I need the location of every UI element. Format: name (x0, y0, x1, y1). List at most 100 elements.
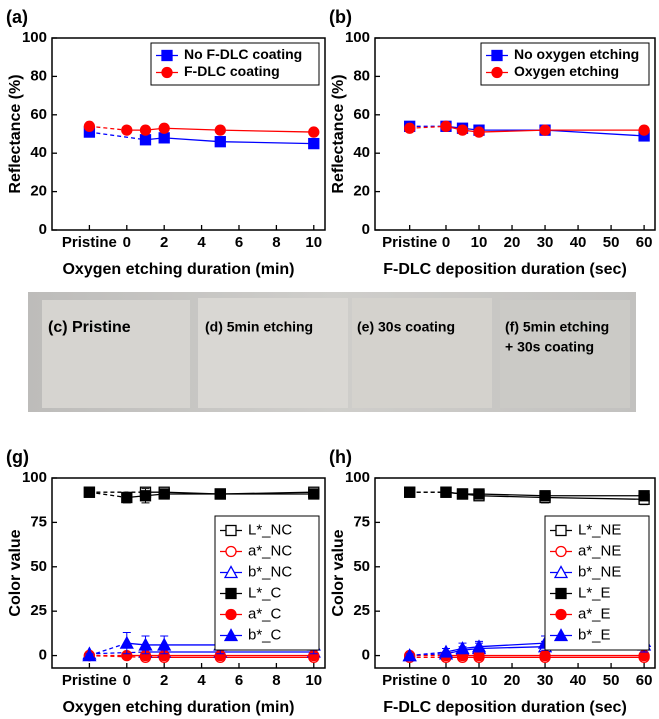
x-tick-label: 4 (197, 672, 206, 689)
x-tick-label: Pristine (382, 234, 437, 251)
chart: (a) Oxygen etching duration (min) Reflecta… (6, 7, 326, 278)
y-tick-label: 0 (362, 221, 370, 238)
panel-label: (a) (6, 7, 28, 27)
photo-label: (c) Pristine (48, 319, 131, 336)
marker (404, 122, 416, 134)
plot-frame (51, 37, 326, 231)
x-tick-label: 6 (235, 234, 243, 251)
series-line (409, 651, 447, 657)
legend-marker (555, 608, 567, 621)
y-axis-label: Color value (330, 529, 347, 616)
legend-marker (491, 66, 503, 79)
legend-marker (555, 524, 567, 537)
y-tick-label: 25 (353, 602, 370, 619)
series-line (409, 125, 447, 129)
x-tick-label: 8 (272, 672, 280, 689)
marker (138, 637, 153, 651)
series-line (89, 491, 127, 499)
y-tick-label: 80 (30, 67, 47, 84)
legend-label: L*_E (578, 584, 611, 601)
x-tick-label: 40 (570, 672, 587, 689)
x-tick-label: 10 (305, 672, 322, 689)
x-axis-label: Oxygen etching duration (min) (62, 261, 294, 278)
x-tick-label: 2 (160, 672, 168, 689)
marker (638, 490, 650, 502)
photo-label: (e) 30s coating (357, 319, 455, 335)
legend-marker (225, 608, 237, 621)
legend-label: Oxygen etching (514, 63, 619, 79)
y-tick-label: 50 (30, 558, 47, 575)
legend-marker (555, 587, 567, 600)
marker (456, 124, 469, 136)
x-tick-label: 2 (160, 234, 168, 251)
legend-label: F-DLC coating (184, 63, 280, 79)
marker (82, 648, 97, 662)
y-tick-label: 75 (30, 513, 47, 530)
y-tick-label: 25 (30, 602, 47, 619)
marker (539, 649, 551, 662)
marker (214, 136, 226, 148)
photo-label: + 30s coating (505, 339, 594, 355)
marker (158, 122, 170, 134)
y-tick-label: 80 (353, 67, 370, 84)
y-tick-label: 75 (353, 513, 370, 530)
legend-marker (161, 66, 173, 79)
plot-frame (51, 477, 326, 669)
legend-marker (225, 545, 237, 558)
marker (214, 488, 226, 500)
y-tick-label: 0 (362, 647, 370, 664)
legend-label: a*_NE (578, 542, 621, 559)
marker (119, 635, 134, 649)
series-line (409, 653, 447, 657)
legend-marker (491, 49, 503, 62)
y-tick-label: 60 (30, 106, 47, 123)
legend-marker (555, 545, 567, 558)
x-tick-label: 50 (603, 234, 620, 251)
marker (473, 488, 485, 500)
legend-label: a*_E (578, 605, 611, 622)
chart: (g) Oxygen etching duration (min) Color va… (6, 447, 326, 716)
marker (139, 134, 152, 146)
photo-label: (f) 5min etching (505, 319, 609, 335)
legend-box (214, 515, 320, 651)
panel-label: (h) (329, 447, 352, 467)
chart: (h) F-DLC deposition duration (sec) Color … (329, 447, 656, 716)
marker (308, 126, 320, 138)
x-tick-label: 8 (272, 234, 280, 251)
legend-marker (225, 524, 237, 537)
marker (158, 132, 170, 144)
sample-sheet (352, 298, 492, 408)
x-tick-label: 0 (123, 672, 131, 689)
y-tick-label: 100 (345, 29, 370, 46)
series-line (145, 137, 314, 145)
x-tick-label: 20 (504, 672, 521, 689)
legend-marker (553, 565, 569, 579)
x-tick-label: 10 (305, 234, 322, 251)
y-tick-label: 100 (345, 469, 370, 486)
series-line (89, 642, 128, 657)
x-tick-label: 30 (537, 672, 554, 689)
x-tick-label: 50 (603, 672, 620, 689)
marker (121, 491, 133, 504)
marker (539, 490, 551, 502)
marker (473, 126, 485, 138)
x-tick-label: 4 (197, 234, 206, 251)
marker (121, 124, 133, 136)
chart: (b) F-DLC deposition duration (sec) Reflec… (329, 7, 656, 278)
legend-label: b*_NE (578, 563, 621, 580)
y-tick-label: 40 (30, 144, 47, 161)
marker (214, 124, 226, 136)
y-axis-label: Color value (7, 529, 24, 616)
legend-marker (223, 628, 239, 642)
y-tick-label: 100 (22, 29, 47, 46)
x-axis-label: F-DLC deposition duration (sec) (383, 699, 627, 716)
legend-label: b*_E (578, 626, 611, 643)
marker (308, 137, 320, 150)
y-tick-label: 50 (353, 558, 370, 575)
panel-label: (g) (6, 447, 29, 467)
x-tick-label: Pristine (382, 672, 437, 689)
x-tick-label: 6 (235, 672, 243, 689)
legend-box (150, 42, 320, 86)
x-tick-label: 60 (636, 672, 653, 689)
marker (402, 648, 417, 662)
